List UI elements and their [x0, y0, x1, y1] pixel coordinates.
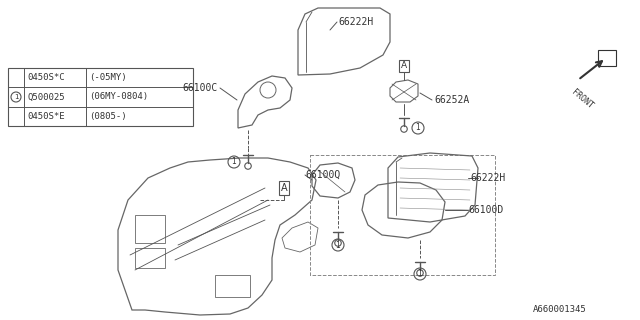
- Bar: [135, 248, 165, 268]
- Text: 1: 1: [418, 269, 422, 278]
- Text: 1: 1: [335, 241, 340, 250]
- Bar: [8, 68, 193, 126]
- Text: 66222H: 66222H: [470, 173, 505, 183]
- Text: 66100C: 66100C: [183, 83, 218, 93]
- Text: (-05MY): (-05MY): [89, 73, 127, 82]
- Text: A: A: [401, 61, 407, 70]
- Text: A: A: [281, 183, 287, 193]
- Text: (0805-): (0805-): [89, 112, 127, 121]
- Text: 1: 1: [13, 94, 19, 100]
- Text: 0450S*C: 0450S*C: [27, 73, 65, 82]
- Text: 0450S*E: 0450S*E: [27, 112, 65, 121]
- Text: 66252A: 66252A: [434, 95, 469, 105]
- Text: 66100D: 66100D: [468, 205, 503, 215]
- Text: (06MY-0804): (06MY-0804): [89, 92, 148, 101]
- Bar: [135, 215, 165, 243]
- Text: 66100Q: 66100Q: [305, 170, 340, 180]
- Bar: [215, 275, 250, 297]
- Text: Q500025: Q500025: [27, 92, 65, 101]
- Text: A660001345: A660001345: [533, 306, 587, 315]
- Text: 1: 1: [232, 157, 236, 166]
- Bar: [310, 155, 495, 275]
- Bar: [598, 50, 616, 66]
- Text: 66222H: 66222H: [338, 17, 373, 27]
- Text: 1: 1: [415, 124, 420, 132]
- Text: FRONT: FRONT: [570, 88, 595, 111]
